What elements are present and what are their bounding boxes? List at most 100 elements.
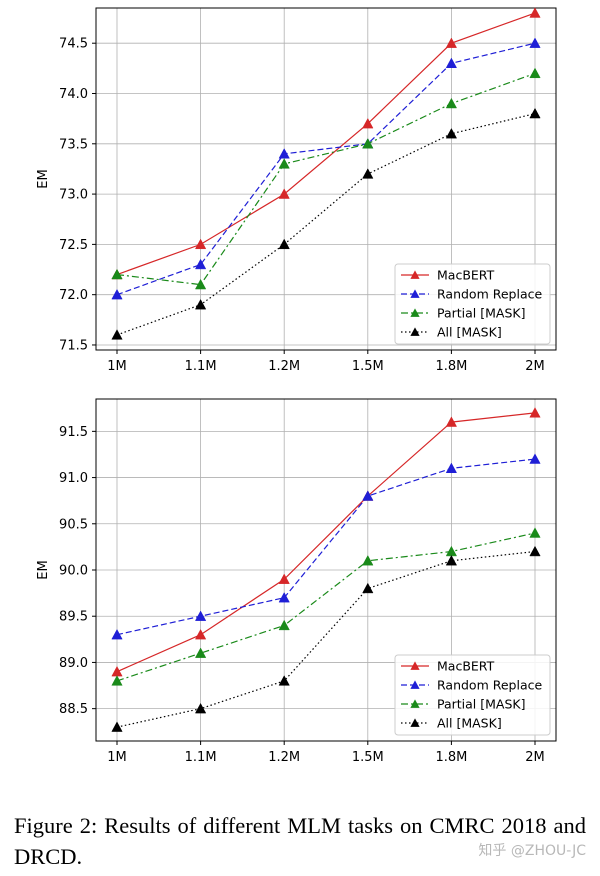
data-point: [278, 573, 290, 584]
legend-item: Random Replace: [401, 678, 542, 693]
data-point: [194, 238, 207, 250]
data-point: [278, 148, 290, 159]
data-point: [111, 288, 123, 300]
x-tick-label: 1.2M: [268, 359, 300, 374]
series-macbert: [111, 407, 541, 677]
legend-label: All [MASK]: [437, 325, 502, 340]
legend-label: MacBERT: [437, 659, 495, 674]
legend-item: MacBERT: [401, 659, 495, 674]
legend-marker: [410, 308, 420, 317]
series-line: [116, 113, 536, 336]
data-point: [362, 138, 374, 149]
legend-label: MacBERT: [437, 268, 495, 283]
data-point: [111, 721, 123, 732]
legend-item: MacBERT: [401, 268, 495, 283]
series-all-mask: [111, 107, 541, 340]
legend-marker: [410, 289, 420, 298]
data-point: [111, 329, 123, 340]
legend-marker: [410, 699, 420, 708]
data-point: [194, 278, 207, 290]
legend-item: All [MASK]: [401, 716, 502, 731]
series-all-mask: [111, 545, 541, 732]
legend-marker: [410, 661, 420, 670]
series-line: [116, 412, 536, 673]
data-point: [529, 453, 541, 464]
legend-item: Partial [MASK]: [401, 306, 525, 321]
y-tick-label: 73.5: [59, 137, 88, 152]
x-tick-label: 2M: [525, 359, 545, 374]
series-random-replace: [111, 37, 541, 300]
data-point: [529, 67, 541, 79]
legend-item: Random Replace: [401, 287, 542, 302]
series-line: [116, 12, 536, 276]
data-point: [529, 545, 541, 557]
legend-box: [394, 263, 551, 345]
data-point: [445, 545, 458, 557]
x-tick-label: 1.8M: [435, 359, 467, 374]
data-point: [194, 647, 207, 658]
plot-frame: [95, 398, 557, 742]
data-point: [194, 258, 207, 270]
legend-marker: [410, 680, 420, 689]
legend-item: All [MASK]: [401, 325, 502, 340]
x-tick-label: 1.2M: [268, 750, 300, 765]
x-tick-label: 2M: [525, 750, 545, 765]
y-axis-label: EM: [36, 560, 51, 579]
y-tick-label: 88.5: [59, 702, 88, 717]
data-point: [278, 592, 290, 603]
data-point: [445, 37, 458, 48]
y-tick-label: 89.0: [59, 656, 88, 671]
data-point: [529, 407, 541, 418]
figure-caption: Figure 2: Results of different MLM tasks…: [14, 813, 586, 869]
x-tick-label: 1.8M: [435, 750, 467, 765]
data-point: [278, 238, 290, 250]
y-tick-label: 89.5: [59, 610, 88, 625]
data-point: [278, 675, 290, 686]
y-tick-label: 72.0: [59, 288, 88, 303]
data-point: [111, 665, 123, 677]
data-point: [278, 619, 290, 631]
data-point: [194, 628, 207, 640]
legend-label: Random Replace: [437, 287, 542, 302]
series-line: [116, 458, 536, 636]
data-point: [445, 97, 458, 109]
data-point: [194, 299, 207, 310]
data-point: [278, 158, 290, 169]
x-tick-label: 1.1M: [185, 359, 217, 374]
data-point: [111, 675, 123, 686]
series-partial-mask: [111, 67, 541, 290]
data-point: [362, 555, 374, 566]
series-line: [116, 532, 536, 682]
y-tick-label: 74.0: [59, 87, 88, 102]
x-tick-label: 1M: [107, 750, 127, 765]
data-point: [362, 168, 374, 179]
x-tick-label: 1.5M: [352, 750, 384, 765]
chart-panel-2: 1M 1.1M 1.2M 1.5M 1.8M 2M 88.5 89.0 89.5 90.0 90.5…: [36, 398, 557, 765]
series-line: [116, 42, 536, 296]
legend-marker: [410, 327, 420, 336]
legend-label: Partial [MASK]: [437, 306, 525, 321]
y-tick-label: 91.0: [59, 471, 88, 486]
data-point: [445, 462, 458, 473]
y-tick-label: 73.0: [59, 188, 88, 203]
data-point: [194, 610, 207, 621]
series-partial-mask: [111, 527, 541, 686]
data-point: [445, 128, 458, 139]
plot-frame: [95, 7, 557, 351]
y-axis-label: EM: [36, 169, 51, 188]
figure: 1M 1.1M 1.2M 1.5M 1.8M 2M 71.5 72.0 72.5 73.0 73.5…: [36, 7, 557, 765]
legend-marker: [410, 718, 420, 727]
x-tick-label: 1.5M: [352, 359, 384, 374]
data-point: [111, 628, 123, 640]
x-tick-label: 1.1M: [185, 750, 217, 765]
data-point: [529, 107, 541, 119]
data-point: [111, 268, 123, 280]
data-point: [529, 7, 541, 18]
chart-panel-1: 1M 1.1M 1.2M 1.5M 1.8M 2M 71.5 72.0 72.5 73.0 73.5…: [36, 7, 557, 374]
y-tick-label: 90.0: [59, 564, 88, 579]
data-point: [362, 582, 374, 594]
data-point: [362, 117, 374, 129]
data-point: [529, 37, 541, 48]
y-tick-label: 90.5: [59, 517, 88, 532]
data-point: [278, 188, 290, 199]
